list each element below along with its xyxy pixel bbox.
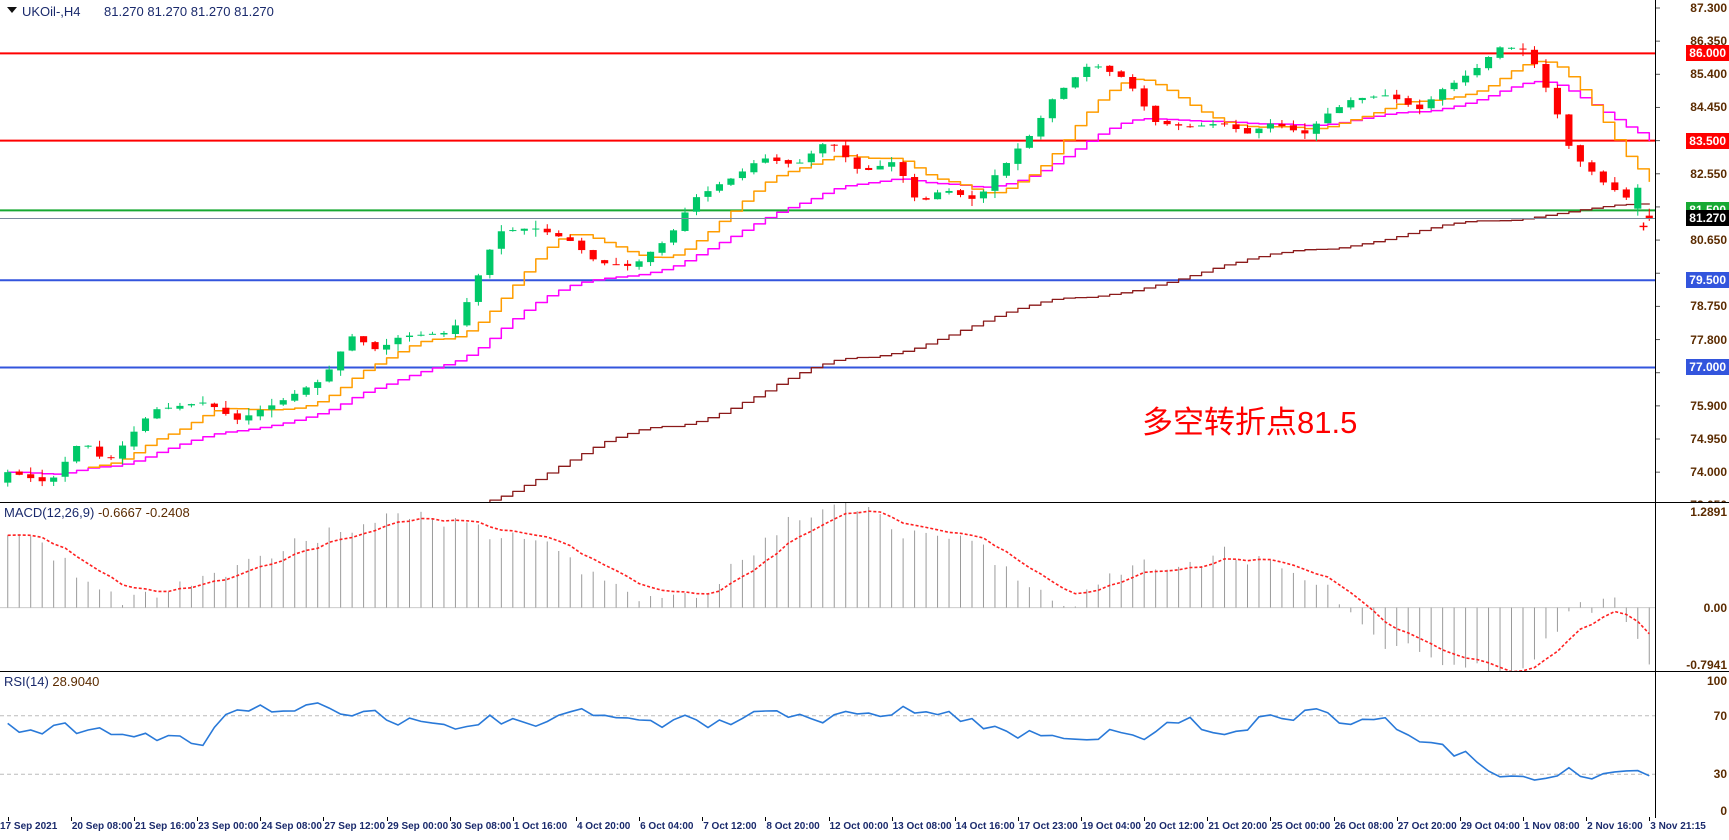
svg-text:多空转折点81.5: 多空转折点81.5 <box>1142 405 1357 440</box>
